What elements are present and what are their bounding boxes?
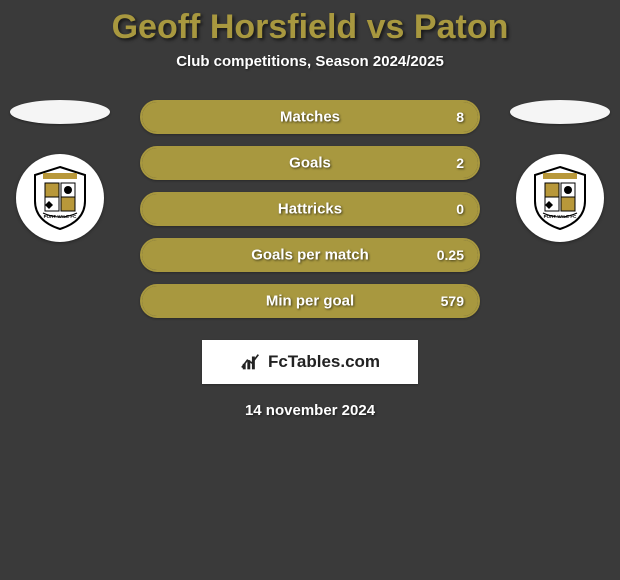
player1-club-badge: PORT VALE FC [16, 154, 104, 242]
player1-name: Geoff Horsfield [112, 8, 358, 46]
subtitle: Club competitions, Season 2024/2025 [0, 53, 620, 70]
comparison-title: Geoff Horsfield vs Paton [0, 0, 620, 47]
player2-photo-placeholder [510, 100, 610, 124]
stat-bar-value-right: 2 [456, 155, 464, 171]
stat-bar-label: Matches [280, 109, 340, 126]
svg-text:PORT VALE FC: PORT VALE FC [44, 214, 77, 219]
port-vale-badge-icon: PORT VALE FC [25, 163, 95, 233]
stat-bar-value-right: 8 [456, 109, 464, 125]
stat-bar-value-right: 579 [441, 293, 464, 309]
stat-bar-label: Hattricks [278, 201, 342, 218]
brand-box: FcTables.com [202, 340, 418, 384]
player2-club-badge: PORT VALE FC [516, 154, 604, 242]
stat-bar-value-right: 0 [456, 201, 464, 217]
bar-chart-icon [240, 351, 262, 373]
player2-avatar-stack: PORT VALE FC [510, 100, 610, 242]
brand-text: FcTables.com [268, 352, 380, 372]
stat-bar: Matches 8 [140, 100, 480, 134]
comparison-arena: PORT VALE FC PORT VALE FC Matches 8 Goals 2… [0, 100, 620, 318]
stat-bar: Min per goal 579 [140, 284, 480, 318]
player1-photo-placeholder [10, 100, 110, 124]
stat-bar-value-right: 0.25 [437, 247, 464, 263]
vs-word: vs [367, 8, 405, 46]
stat-bar-list: Matches 8 Goals 2 Hattricks 0 Goals per match 0… [140, 100, 480, 318]
port-vale-badge-icon: PORT VALE FC [525, 163, 595, 233]
date-line: 14 november 2024 [0, 402, 620, 419]
stat-bar: Goals per match 0.25 [140, 238, 480, 272]
stat-bar: Hattricks 0 [140, 192, 480, 226]
stat-bar: Goals 2 [140, 146, 480, 180]
svg-text:PORT VALE FC: PORT VALE FC [544, 214, 577, 219]
stat-bar-label: Goals per match [251, 247, 369, 264]
player1-avatar-stack: PORT VALE FC [10, 100, 110, 242]
stat-bar-label: Min per goal [266, 293, 354, 310]
stat-bar-label: Goals [289, 155, 331, 172]
player2-name: Paton [414, 8, 508, 46]
